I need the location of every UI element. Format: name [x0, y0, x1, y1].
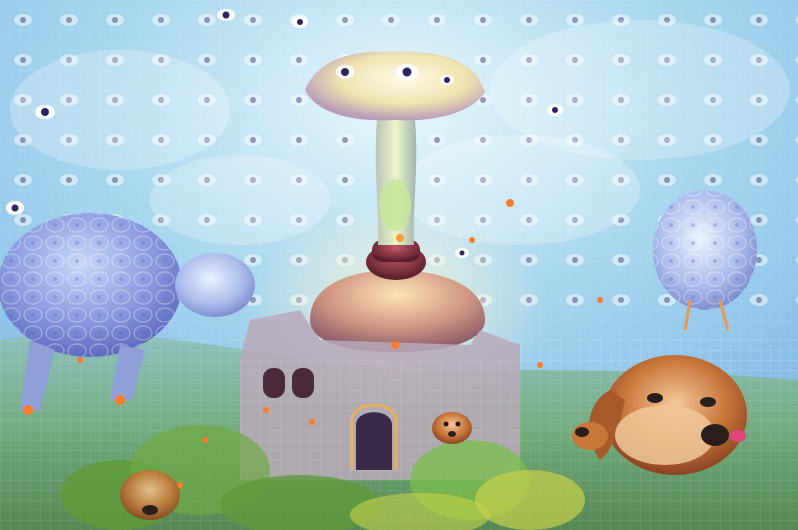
cap-eyes [336, 64, 454, 85]
small-dog-face [432, 412, 472, 444]
dog-eye [647, 393, 663, 403]
dog-nose [701, 424, 729, 446]
small-pod [175, 253, 255, 317]
arched-window [263, 368, 285, 398]
arched-window [292, 368, 314, 398]
right-pod-creature [653, 190, 757, 331]
foliage [60, 425, 585, 530]
left-scaly-creature [0, 213, 182, 415]
scattered-eyes [6, 9, 563, 258]
dog-eye [700, 397, 716, 407]
dog-tongue [730, 430, 746, 442]
dog-head [572, 355, 747, 475]
dog-face-bottom-left [120, 470, 180, 520]
arched-doorway [356, 412, 392, 470]
ember-sparkles [77, 199, 603, 488]
